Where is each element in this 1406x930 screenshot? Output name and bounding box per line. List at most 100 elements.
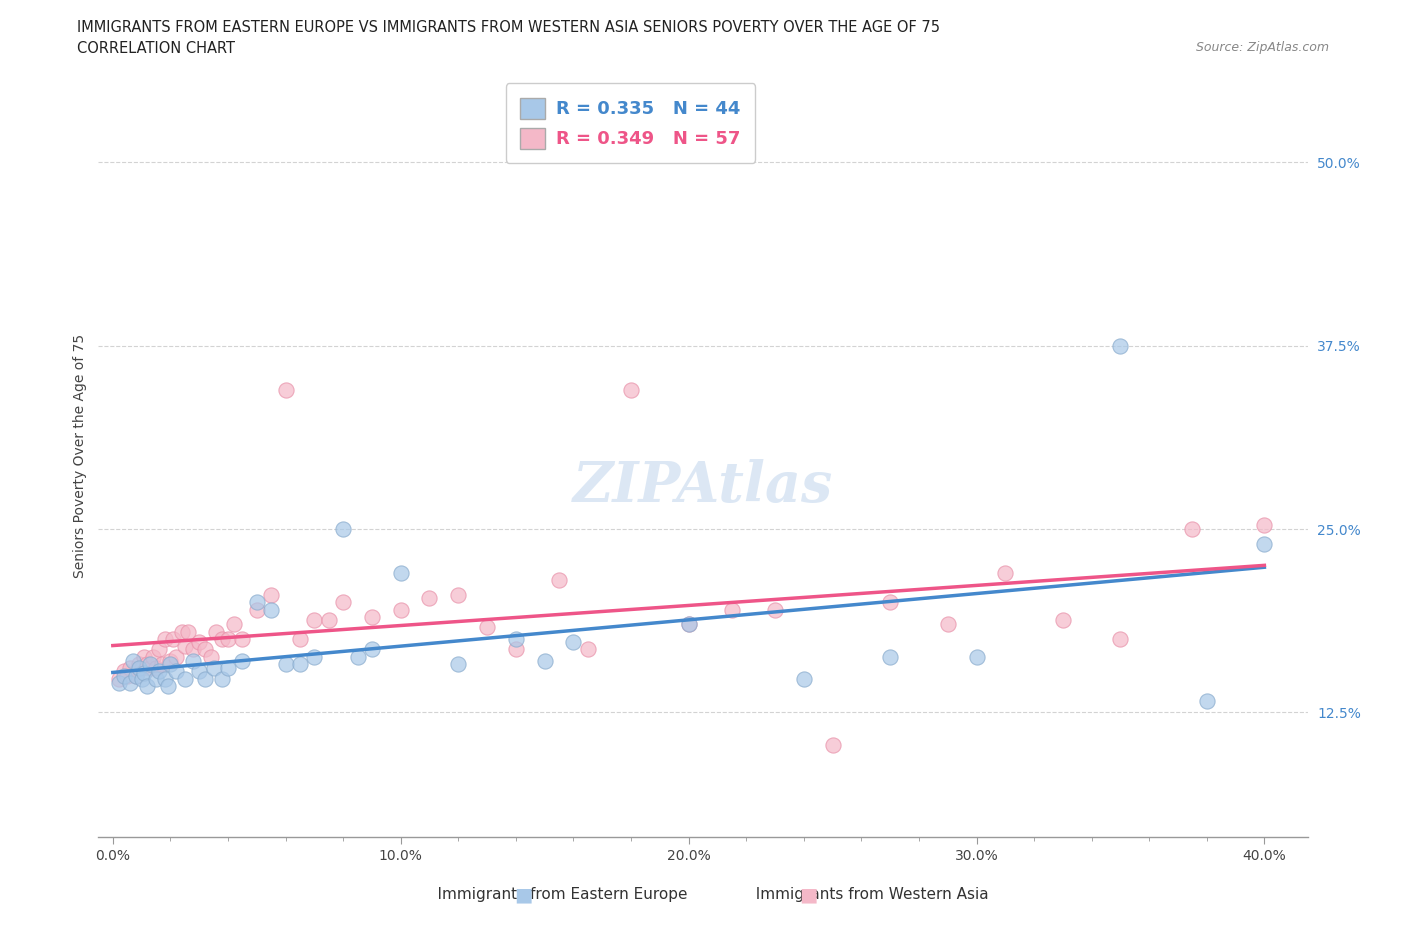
Point — [231, 654, 253, 669]
Point — [128, 661, 150, 676]
Point — [678, 617, 700, 631]
Point — [145, 661, 167, 676]
Point — [165, 664, 187, 679]
Point — [148, 664, 170, 679]
Point — [821, 737, 844, 752]
Point — [202, 661, 225, 676]
Point — [148, 642, 170, 657]
Y-axis label: Seniors Poverty Over the Age of 75: Seniors Poverty Over the Age of 75 — [73, 334, 87, 578]
Point — [120, 661, 142, 676]
Point — [153, 631, 176, 646]
Point — [153, 671, 176, 686]
Point — [112, 664, 135, 679]
Point — [222, 617, 245, 631]
Point — [763, 603, 786, 618]
Point — [1052, 613, 1074, 628]
Text: Immigrants from Eastern Europe              Immigrants from Western Asia: Immigrants from Eastern Europe Immigrant… — [418, 887, 988, 902]
Point — [173, 671, 195, 686]
Point — [505, 631, 527, 646]
Point — [217, 661, 239, 676]
Point — [966, 649, 988, 664]
Point — [156, 679, 179, 694]
Point — [720, 603, 742, 618]
Point — [475, 620, 498, 635]
Point — [548, 573, 571, 588]
Point — [136, 679, 159, 694]
Point — [879, 649, 901, 664]
Text: IMMIGRANTS FROM EASTERN EUROPE VS IMMIGRANTS FROM WESTERN ASIA SENIORS POVERTY O: IMMIGRANTS FROM EASTERN EUROPE VS IMMIGR… — [77, 20, 941, 35]
Point — [318, 613, 340, 628]
Point — [678, 617, 700, 631]
Point — [332, 522, 354, 537]
Text: ■: ■ — [799, 885, 818, 904]
Point — [246, 603, 269, 618]
Point — [188, 634, 211, 649]
Point — [120, 675, 142, 690]
Point — [1195, 693, 1218, 708]
Point — [188, 664, 211, 679]
Point — [389, 603, 412, 618]
Text: ■: ■ — [513, 885, 533, 904]
Point — [205, 624, 228, 639]
Legend: R = 0.335   N = 44, R = 0.349   N = 57: R = 0.335 N = 44, R = 0.349 N = 57 — [506, 84, 755, 163]
Point — [139, 657, 162, 671]
Point — [194, 671, 217, 686]
Point — [1253, 517, 1275, 532]
Point — [194, 642, 217, 657]
Point — [176, 624, 198, 639]
Point — [112, 669, 135, 684]
Point — [125, 669, 148, 684]
Point — [332, 595, 354, 610]
Point — [170, 624, 193, 639]
Point — [562, 634, 585, 649]
Point — [274, 382, 297, 397]
Point — [211, 631, 233, 646]
Point — [304, 613, 326, 628]
Point — [217, 631, 239, 646]
Point — [128, 657, 150, 671]
Point — [505, 642, 527, 657]
Point — [131, 671, 153, 686]
Point — [576, 642, 599, 657]
Point — [304, 649, 326, 664]
Point — [447, 657, 470, 671]
Point — [107, 671, 129, 686]
Point — [1181, 522, 1204, 537]
Point — [142, 649, 165, 664]
Point — [361, 642, 384, 657]
Point — [150, 657, 173, 671]
Point — [136, 657, 159, 671]
Point — [1109, 339, 1132, 353]
Point — [533, 654, 555, 669]
Point — [346, 649, 368, 664]
Point — [994, 565, 1017, 580]
Point — [1253, 537, 1275, 551]
Point — [620, 382, 643, 397]
Point — [200, 649, 222, 664]
Point — [274, 657, 297, 671]
Point — [125, 669, 148, 684]
Point — [139, 661, 162, 676]
Point — [183, 642, 205, 657]
Point — [211, 671, 233, 686]
Point — [231, 631, 253, 646]
Point — [793, 671, 815, 686]
Point — [1109, 631, 1132, 646]
Point — [288, 657, 311, 671]
Point — [145, 671, 167, 686]
Point — [134, 665, 156, 680]
Point — [183, 654, 205, 669]
Point — [107, 675, 129, 690]
Point — [159, 657, 181, 671]
Point — [361, 609, 384, 624]
Point — [246, 595, 269, 610]
Point — [134, 649, 156, 664]
Point — [131, 661, 153, 676]
Point — [389, 565, 412, 580]
Point — [165, 649, 187, 664]
Point — [879, 595, 901, 610]
Point — [173, 639, 195, 654]
Point — [447, 588, 470, 603]
Text: Source: ZipAtlas.com: Source: ZipAtlas.com — [1195, 41, 1329, 54]
Point — [162, 631, 184, 646]
